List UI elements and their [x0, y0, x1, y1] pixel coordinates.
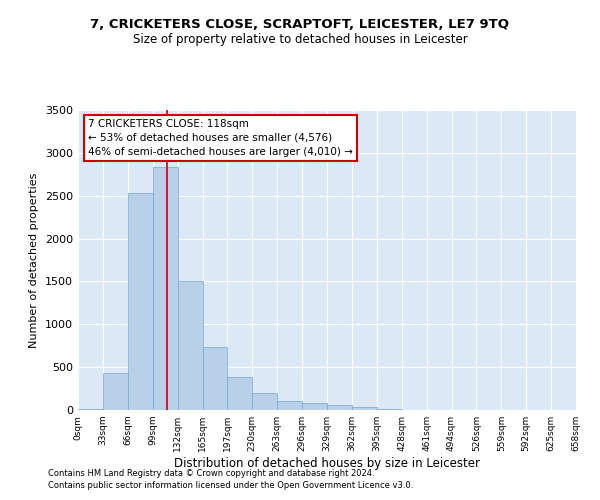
Bar	[277, 400, 302, 410]
Bar	[152, 166, 178, 410]
Bar	[352, 408, 377, 410]
Bar	[78, 409, 103, 410]
Bar	[327, 406, 352, 410]
Bar	[203, 348, 227, 410]
Text: Contains public sector information licensed under the Open Government Licence v3: Contains public sector information licen…	[48, 480, 413, 490]
Bar	[128, 193, 153, 410]
Text: 7 CRICKETERS CLOSE: 118sqm
← 53% of detached houses are smaller (4,576)
46% of s: 7 CRICKETERS CLOSE: 118sqm ← 53% of deta…	[88, 119, 353, 157]
Bar	[377, 409, 402, 410]
Text: Size of property relative to detached houses in Leicester: Size of property relative to detached ho…	[133, 32, 467, 46]
Bar	[103, 373, 128, 410]
Text: Contains HM Land Registry data © Crown copyright and database right 2024.: Contains HM Land Registry data © Crown c…	[48, 469, 374, 478]
X-axis label: Distribution of detached houses by size in Leicester: Distribution of detached houses by size …	[174, 457, 480, 470]
Text: 7, CRICKETERS CLOSE, SCRAPTOFT, LEICESTER, LE7 9TQ: 7, CRICKETERS CLOSE, SCRAPTOFT, LEICESTE…	[91, 18, 509, 30]
Bar	[227, 376, 253, 410]
Bar	[302, 403, 327, 410]
Y-axis label: Number of detached properties: Number of detached properties	[29, 172, 40, 348]
Bar	[178, 282, 203, 410]
Bar	[253, 394, 277, 410]
